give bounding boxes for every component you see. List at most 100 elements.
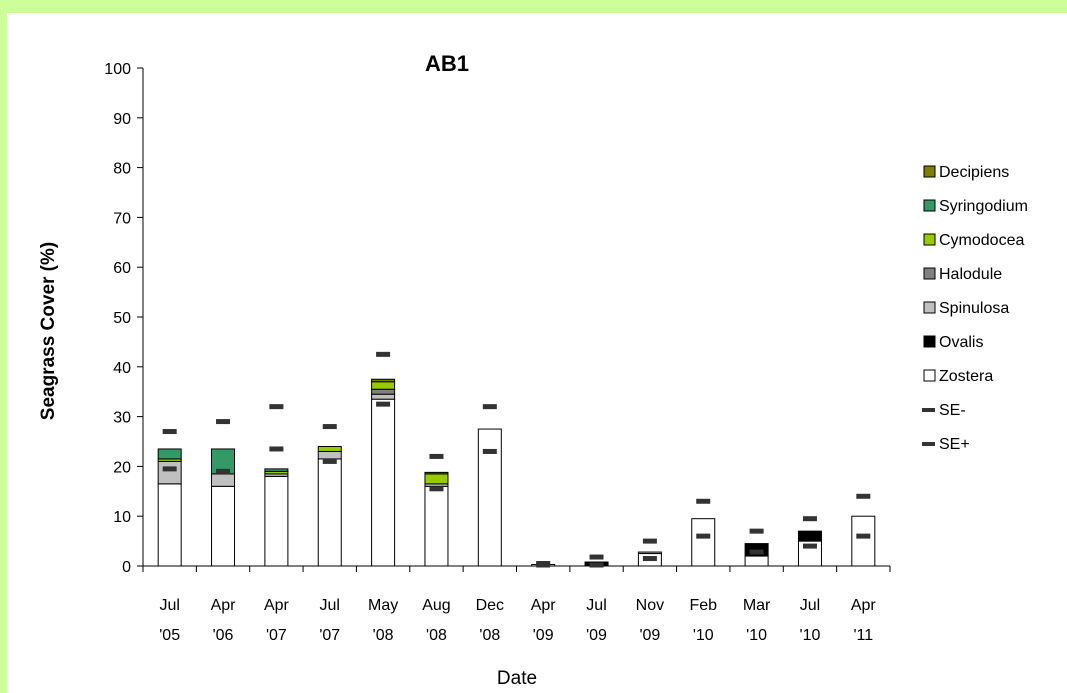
se-minus-marker (162, 466, 177, 472)
bar-segment-zostera (691, 518, 716, 567)
se-plus-marker (429, 453, 444, 459)
se-minus-marker (216, 468, 231, 474)
y-tick-label: 10 (113, 509, 131, 526)
bar-segment-zostera (371, 398, 396, 567)
x-tick-label-month: Apr (211, 597, 237, 614)
x-tick-label-year: '09 (639, 627, 660, 644)
legend: Decipiens Syringodium Cymodocea Halodule Spi… (922, 164, 1028, 453)
legend-swatch-ovalis (923, 335, 936, 348)
y-tick-label: 90 (113, 111, 131, 128)
bar-segment-decipiens (371, 378, 396, 383)
y-tick-label: 0 (122, 559, 131, 576)
plot-area: 0 10 20 30 40 50 60 70 80 90 100 Jul '05 Apr '06 Apr '07… (104, 61, 891, 644)
bar-segment-spinulosa (317, 450, 342, 460)
se-minus-marker (749, 549, 764, 555)
se-plus-marker (376, 351, 391, 357)
legend-label: Halodule (939, 266, 1002, 283)
chart-title: AB1 (425, 51, 469, 76)
x-tick-label-month: Aug (422, 597, 450, 614)
se-plus-marker (269, 404, 284, 410)
legend-swatch-halodule (923, 267, 936, 280)
y-axis-title: Seagrass Cover (%) (38, 242, 59, 420)
x-tick-label-month: Jul (800, 597, 820, 614)
x-tick-label-month: Jul (159, 597, 179, 614)
x-tick-label-year: '11 (853, 627, 873, 644)
x-tick-label-month: Jul (320, 597, 340, 614)
x-tick-label-year: '07 (319, 627, 340, 644)
se-minus-marker (589, 562, 604, 568)
bar-segment-ovalis (797, 530, 822, 542)
x-tick-label-year: '06 (213, 627, 234, 644)
x-tick-label-year: '10 (800, 627, 821, 644)
se-minus-marker (429, 486, 444, 492)
se-plus-marker (642, 538, 657, 544)
se-minus-marker (856, 533, 871, 539)
se-plus-marker (589, 554, 604, 560)
seagrass-cover-chart: AB1 Seagrass Cover (%) Date 0 10 20 30 40 50 6… (38, 51, 1028, 689)
legend-marker-seplus (922, 442, 935, 446)
x-tick-label-year: '10 (746, 627, 767, 644)
se-plus-marker (216, 419, 231, 425)
x-tick-label-month: Nov (636, 597, 664, 614)
legend-swatch-cymodocea (923, 233, 936, 246)
se-plus-marker (856, 493, 871, 499)
legend-label: Spinulosa (939, 300, 1009, 317)
bar-segment-cymodocea (371, 381, 396, 390)
x-tick-label-month: May (368, 597, 398, 614)
legend-label: Ovalis (939, 334, 983, 351)
bar-segment-spinulosa (211, 473, 236, 487)
bar-segment-syringodium (157, 448, 182, 460)
legend-label: Zostera (939, 368, 993, 385)
x-tick-label-month: Apr (851, 597, 877, 614)
y-tick-label: 20 (113, 459, 131, 476)
bar-segment-syringodium (424, 471, 449, 475)
x-tick-label-year: '09 (533, 627, 554, 644)
legend-marker-seminus (922, 408, 935, 412)
bar-segment-syringodium (264, 468, 289, 472)
bar-segment-zostera (851, 515, 876, 567)
bar-segment-zostera (477, 428, 502, 567)
x-tick-label-month: Apr (531, 597, 557, 614)
legend-swatch-spinulosa (923, 301, 936, 314)
se-plus-marker (696, 498, 711, 504)
x-tick-label-year: '08 (479, 627, 500, 644)
legend-label: SE- (939, 402, 966, 419)
x-tick-label-year: '08 (373, 627, 394, 644)
se-minus-marker (696, 533, 711, 539)
x-tick-label-year: '08 (426, 627, 447, 644)
se-plus-marker (162, 429, 177, 435)
bar-segment-zostera (424, 485, 449, 567)
y-tick-label: 40 (113, 360, 131, 377)
se-plus-marker (802, 516, 817, 522)
se-plus-marker (322, 424, 337, 430)
y-tick-label: 70 (113, 210, 131, 227)
se-minus-marker (269, 446, 284, 452)
legend-swatch-decipiens (923, 165, 936, 178)
se-plus-marker (536, 561, 551, 567)
bar-segment-zostera (157, 483, 182, 567)
legend-label: SE+ (939, 436, 970, 453)
x-tick-label-year: '09 (586, 627, 607, 644)
bar-segment-spinulosa (637, 551, 662, 555)
legend-label: Syringodium (939, 198, 1028, 215)
x-tick-label-month: Apr (264, 597, 290, 614)
bar-segment-zostera (264, 475, 289, 567)
bar-segment-spinulosa (157, 460, 182, 485)
x-tick-label-year: '05 (159, 627, 180, 644)
y-tick-label: 30 (113, 410, 131, 427)
bar-segment-zostera (317, 458, 342, 567)
x-tick-label-year: '07 (266, 627, 287, 644)
legend-label: Cymodocea (939, 232, 1024, 249)
x-tick-label-month: Mar (743, 597, 771, 614)
x-tick-label-month: Feb (689, 597, 717, 614)
x-tick-label-year: '10 (693, 627, 714, 644)
y-tick-label: 80 (113, 161, 131, 178)
bar-segment-halodule (371, 388, 396, 395)
se-plus-marker (749, 528, 764, 534)
y-tick-label: 60 (113, 260, 131, 277)
chart-panel: AB1 Seagrass Cover (%) Date 0 10 20 30 40 50 6… (7, 13, 1067, 693)
bar-segment-zostera (211, 485, 236, 567)
bar-segment-spinulosa (371, 393, 396, 400)
se-minus-marker (482, 448, 497, 454)
x-tick-label-month: Dec (476, 597, 504, 614)
